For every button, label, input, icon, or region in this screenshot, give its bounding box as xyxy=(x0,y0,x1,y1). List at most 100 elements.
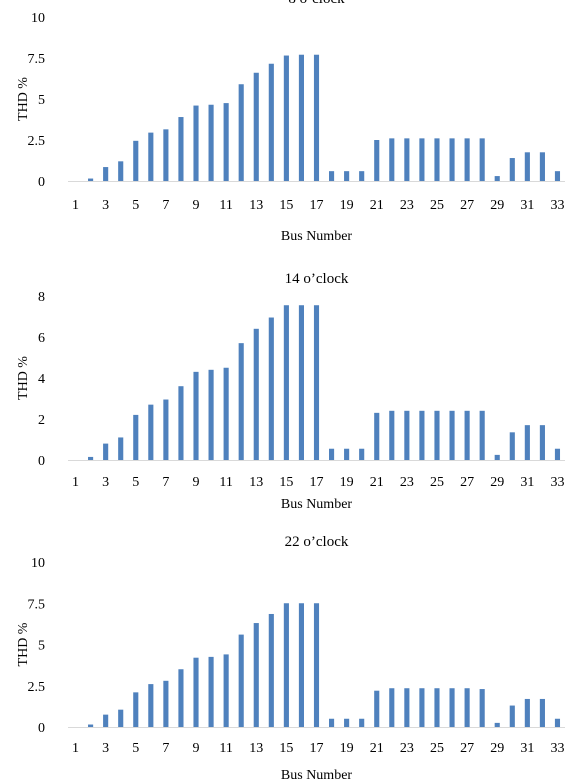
chart-2-xtick-label: 9 xyxy=(193,475,200,490)
chart-3-bar-bus-14 xyxy=(268,613,274,727)
chart-1-ytick-label: 0 xyxy=(38,175,45,190)
chart-1-xtick-label: 21 xyxy=(370,198,384,213)
chart-2-bar-bus-15 xyxy=(283,305,289,460)
chart-2-bar-bus-28 xyxy=(479,410,485,460)
chart-2-bar-bus-22 xyxy=(389,410,395,460)
chart-1-bar-bus-8 xyxy=(178,117,184,181)
chart-1-xtick-label: 5 xyxy=(132,198,139,213)
chart-3-bar-bus-19 xyxy=(344,718,350,727)
chart-2-bar-bus-12 xyxy=(238,343,244,460)
chart-3-xtick-label: 13 xyxy=(249,741,263,756)
chart-1-xtick-label: 3 xyxy=(102,198,109,213)
chart-1-bar-bus-27 xyxy=(464,138,470,181)
chart-1-ylabel: THD % xyxy=(16,77,31,121)
chart-2-bar-bus-3 xyxy=(103,443,109,460)
chart-3-bar-bus-18 xyxy=(329,718,335,727)
chart-1-ytick-label: 5 xyxy=(38,93,45,108)
chart-3-bar-bus-5 xyxy=(133,692,139,727)
chart-1-bar-bus-10 xyxy=(208,104,214,181)
chart-2-bar-bus-7 xyxy=(163,399,169,460)
chart-2-xtick-label: 5 xyxy=(132,475,139,490)
chart-3-ytick-label: 10 xyxy=(31,556,45,571)
chart-2-ytick-label: 6 xyxy=(38,331,45,346)
chart-3-bar-bus-24 xyxy=(419,688,425,727)
chart-1-bar-bus-7 xyxy=(163,129,169,181)
chart-2-bar-bus-20 xyxy=(359,448,365,460)
chart-2-bar-bus-21 xyxy=(374,412,380,460)
chart-3-bar-bus-15 xyxy=(283,603,289,727)
chart-1-bar-bus-9 xyxy=(193,105,199,181)
chart-2-bar-bus-25 xyxy=(434,410,440,460)
chart-3-bar-bus-21 xyxy=(374,690,380,727)
chart-1-ytick-label: 10 xyxy=(31,11,45,26)
chart-3-bar-bus-30 xyxy=(509,705,515,727)
chart-2-bar-bus-5 xyxy=(133,414,139,460)
chart-2-ytick-label: 4 xyxy=(38,372,45,387)
chart-3-xtick-label: 19 xyxy=(340,741,354,756)
chart-2-bar-bus-16 xyxy=(298,305,304,460)
chart-2-bar-bus-30 xyxy=(509,432,515,460)
chart-2-xtick-label: 19 xyxy=(340,475,354,490)
chart-1-bar-bus-24 xyxy=(419,138,425,181)
chart-2-title: 14 o’clock xyxy=(285,271,349,287)
chart-2-bar-bus-18 xyxy=(329,448,335,460)
chart-3-xtick-label: 21 xyxy=(370,741,384,756)
chart-1-bar-bus-3 xyxy=(103,167,109,181)
chart-3-xlabel: Bus Number xyxy=(281,768,353,782)
chart-1-bar-bus-16 xyxy=(298,54,304,181)
chart-2-xtick-label: 33 xyxy=(550,475,564,490)
chart-1-xlabel: Bus Number xyxy=(281,229,353,244)
chart-3-xtick-label: 31 xyxy=(520,741,534,756)
chart-3-bar-bus-28 xyxy=(479,689,485,727)
chart-2-bar-bus-9 xyxy=(193,371,199,460)
chart-3-xtick-label: 17 xyxy=(310,741,324,756)
chart-1-xtick-label: 13 xyxy=(249,198,263,213)
chart-3-bar-bus-22 xyxy=(389,688,395,727)
chart-2-bar-bus-27 xyxy=(464,410,470,460)
chart-1-bar-bus-11 xyxy=(223,103,229,181)
chart-3-xtick-label: 29 xyxy=(490,741,504,756)
chart-2-bar-bus-17 xyxy=(313,305,320,460)
chart-3-bar-bus-26 xyxy=(449,688,455,727)
chart-3-xtick-label: 27 xyxy=(460,741,474,756)
chart-1-bar-bus-14 xyxy=(268,63,274,181)
chart-3-bar-bus-11 xyxy=(223,654,229,727)
chart-2-xtick-label: 17 xyxy=(310,475,324,490)
chart-3-xtick-label: 5 xyxy=(132,741,139,756)
chart-3-bar-bus-32 xyxy=(539,698,545,727)
chart-1-bar-bus-5 xyxy=(133,140,139,181)
chart-3-bar-bus-20 xyxy=(359,718,365,727)
chart-2-bar-bus-29 xyxy=(494,454,500,461)
chart-1-bar-bus-13 xyxy=(253,72,259,181)
chart-3-ytick-label: 0 xyxy=(38,721,45,736)
chart-3-xtick-label: 3 xyxy=(102,741,109,756)
chart-2-bar-bus-26 xyxy=(449,410,455,460)
chart-1-bar-bus-2 xyxy=(88,178,94,181)
chart-2-ytick-label: 8 xyxy=(38,290,45,305)
chart-1-xtick-label: 17 xyxy=(310,198,324,213)
chart-3-xtick-label: 9 xyxy=(193,741,200,756)
chart-2-xtick-label: 21 xyxy=(370,475,384,490)
chart-3-ytick-label: 7.5 xyxy=(28,597,46,612)
chart-3-bar-bus-17 xyxy=(313,603,320,727)
chart-2-ytick-label: 2 xyxy=(38,413,45,428)
chart-2-bar-bus-31 xyxy=(524,425,530,460)
chart-3-bar-bus-4 xyxy=(118,709,124,727)
chart-2-bar-bus-11 xyxy=(223,367,229,460)
chart-3-xtick-label: 15 xyxy=(279,741,293,756)
chart-2-xtick-label: 15 xyxy=(279,475,293,490)
chart-3-ytick-label: 5 xyxy=(38,639,45,654)
chart-3-bar-bus-9 xyxy=(193,657,199,727)
chart-3-bar-bus-3 xyxy=(103,714,109,728)
chart-2-bar-bus-8 xyxy=(178,386,184,460)
chart-1-xtick-label: 29 xyxy=(490,198,504,213)
chart-3-bar-bus-10 xyxy=(208,656,214,728)
chart-2-xtick-label: 29 xyxy=(490,475,504,490)
chart-2-bar-bus-24 xyxy=(419,410,425,460)
chart-1-bar-bus-4 xyxy=(118,161,124,181)
chart-2-xtick-label: 25 xyxy=(430,475,444,490)
chart-3-bar-bus-33 xyxy=(554,718,561,727)
chart-2-bar-bus-23 xyxy=(404,410,410,460)
chart-3-xtick-label: 33 xyxy=(550,741,564,756)
